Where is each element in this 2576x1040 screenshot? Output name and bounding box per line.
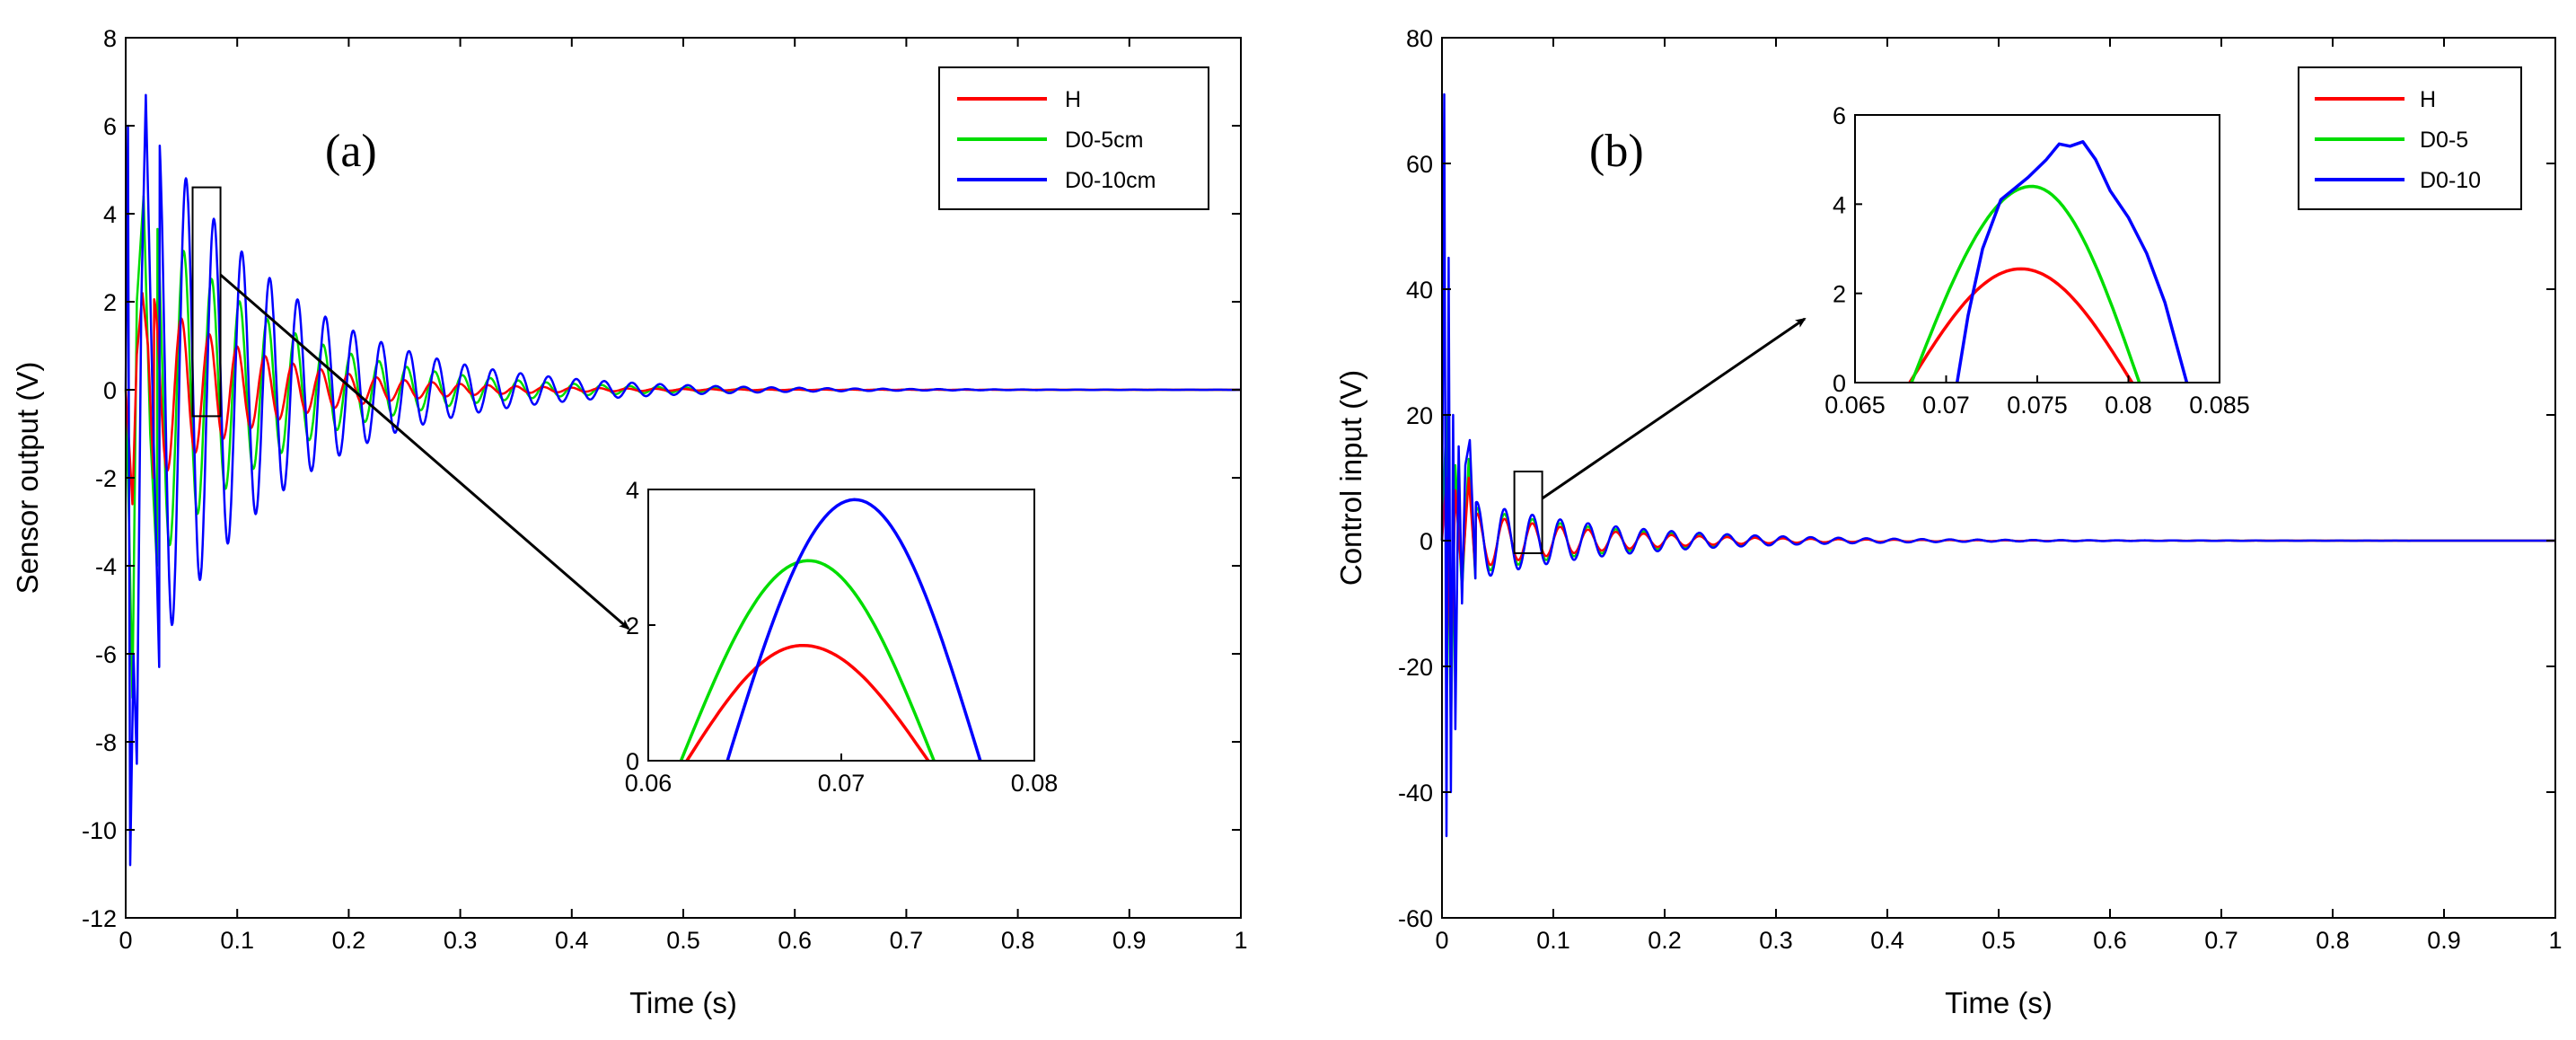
chart-b-inset-series-h — [1908, 267, 2134, 383]
chart-b-y-tick-label: -60 — [1398, 905, 1433, 932]
chart-b-zoom-box — [1513, 471, 1543, 554]
chart-a-x-tick-label: 0.6 — [778, 927, 812, 954]
chart-b-x-tick-label: 0 — [1435, 927, 1448, 954]
chart-a-inset-series — [679, 498, 982, 762]
chart-a-y-tick-label: 4 — [103, 201, 117, 228]
chart-a-y-tick-label: -10 — [82, 817, 117, 844]
chart-a-legend-label-d0-5cm: D0-5cm — [1065, 128, 1144, 153]
chart-b-legend: H D0-5 D0-10 — [2298, 66, 2522, 210]
chart-b-inset-ticks: 0.065 0.07 0.075 0.08 0.085 0 2 4 6 — [1824, 102, 2250, 419]
chart-b-inset-series — [1908, 140, 2189, 383]
chart-b-x-tick-label: 0.5 — [1982, 927, 2016, 954]
chart-b-inset-y-tick-label: 4 — [1833, 191, 1846, 218]
chart-b-inset-y-tick-label: 0 — [1833, 370, 1846, 397]
chart-b-inset: 0.065 0.07 0.075 0.08 0.085 0 2 4 6 — [1824, 102, 2250, 419]
chart-a-x-tick-label: 0.9 — [1112, 927, 1147, 954]
chart-a-zoom-box — [191, 186, 222, 418]
chart-b-inset-series-d0-10 — [1955, 140, 2189, 383]
chart-a-x-tick-label: 1 — [1234, 927, 1247, 954]
chart-a-inset-background — [648, 489, 1034, 761]
chart-b-zoom-arrow — [1541, 317, 1807, 500]
chart-a-x-tick-label: 0 — [119, 927, 132, 954]
chart-b-inset-x-tick-label: 0.065 — [1824, 392, 1886, 419]
chart-a-y-tick-label: 0 — [103, 377, 117, 404]
chart-b-inset-y-tick-label: 6 — [1833, 102, 1846, 129]
chart-a-legend-label-d0-10cm: D0-10cm — [1065, 168, 1156, 193]
chart-b-y-tick-label: -20 — [1398, 654, 1433, 681]
chart-b-inset-x-tick-label: 0.075 — [2007, 392, 2068, 419]
chart-a-ticks: 0 0.1 0.2 0.3 0.4 0.5 0.6 0.7 0.8 0.9 1 -12 -10 -8 -6 -… — [82, 25, 1248, 954]
chart-b-inset-y-tick-label: 2 — [1833, 281, 1846, 308]
chart-b-x-tick-label: 0.4 — [1870, 927, 1904, 954]
chart-a-inset-y-tick-label: 4 — [626, 477, 639, 504]
chart-b-x-tick-label: 0.1 — [1536, 927, 1570, 954]
chart-a-inset-y-tick-label: 0 — [626, 748, 639, 775]
chart-a-panel-label: (a) — [325, 126, 377, 177]
chart-a-inset-series-d0-10cm — [725, 498, 982, 762]
chart-a-series — [124, 93, 1242, 867]
chart-b-x-tick-label: 0.2 — [1648, 927, 1682, 954]
chart-a-legend-label-h: H — [1065, 87, 1081, 112]
chart-a-inset-ticks: 0.06 0.07 0.08 0 2 4 — [625, 477, 1059, 797]
chart-a-series-d0-10cm — [124, 93, 1242, 867]
chart-b-x-tick-label: 0.6 — [2093, 927, 2127, 954]
chart-b-inset-x-tick-label: 0.08 — [2105, 392, 2152, 419]
chart-a-inset-x-tick-label: 0.06 — [625, 770, 673, 797]
chart-a-x-tick-label: 0.7 — [890, 927, 924, 954]
chart-b-x-tick-label: 0.9 — [2427, 927, 2461, 954]
chart-b-legend-label-d0-5: D0-5 — [2420, 128, 2468, 153]
chart-a-inset-x-tick-label: 0.07 — [818, 770, 866, 797]
chart-a-legend: H D0-5cm D0-10cm — [938, 66, 1209, 210]
chart-b-x-axis-label: Time (s) — [1945, 986, 2053, 1019]
chart-a-x-tick-label: 0.3 — [444, 927, 478, 954]
chart-a-y-tick-label: -2 — [95, 465, 117, 492]
chart-a-inset-y-tick-label: 2 — [626, 613, 639, 639]
chart-b-y-tick-label: -40 — [1398, 780, 1433, 806]
chart-b-legend-label-d0-10: D0-10 — [2420, 168, 2481, 193]
chart-a-inset: 0.06 0.07 0.08 0 2 4 — [625, 477, 1059, 797]
chart-a-x-tick-label: 0.5 — [666, 927, 700, 954]
chart-a-y-tick-label: -6 — [95, 641, 117, 668]
chart-b-x-tick-label: 0.8 — [2316, 927, 2350, 954]
chart-a-x-tick-label: 0.1 — [220, 927, 254, 954]
chart-b-y-tick-label: 80 — [1406, 25, 1433, 52]
chart-b-y-tick-label: 0 — [1420, 528, 1433, 555]
chart-a-y-axis-label: Sensor output (V) — [11, 362, 44, 595]
chart-a-y-tick-label: -4 — [95, 553, 117, 580]
chart-b-y-tick-label: 40 — [1406, 277, 1433, 304]
chart-b-x-tick-label: 1 — [2548, 927, 2562, 954]
chart-b: 0 0.1 0.2 0.3 0.4 0.5 0.6 0.7 0.8 0.9 1 -60 -40 -20 0 2… — [1334, 25, 2563, 1019]
chart-a-inset-x-tick-label: 0.08 — [1011, 770, 1059, 797]
chart-b-panel-label: (b) — [1589, 126, 1644, 177]
chart-a-inset-series-h — [685, 643, 930, 762]
chart-b-y-tick-label: 60 — [1406, 151, 1433, 178]
chart-b-inset-background — [1855, 115, 2220, 383]
chart-b-y-tick-label: 20 — [1406, 402, 1433, 429]
chart-b-inset-x-tick-label: 0.085 — [2189, 392, 2250, 419]
chart-b-y-axis-label: Control input (V) — [1334, 370, 1367, 586]
chart-a-x-tick-label: 0.4 — [555, 927, 589, 954]
chart-a-zoom-arrow — [219, 273, 630, 630]
chart-a-y-tick-label: 8 — [103, 25, 117, 52]
chart-b-x-tick-label: 0.3 — [1759, 927, 1793, 954]
chart-b-x-tick-label: 0.7 — [2204, 927, 2238, 954]
chart-a: 0 0.1 0.2 0.3 0.4 0.5 0.6 0.7 0.8 0.9 1 -12 -10 -8 -6 -… — [11, 25, 1248, 1019]
chart-a-y-tick-label: -8 — [95, 729, 117, 756]
chart-a-y-tick-label: 2 — [103, 289, 117, 316]
chart-b-series-d0-10 — [1440, 93, 2556, 838]
chart-b-inset-series-d0-5 — [1910, 184, 2141, 383]
chart-a-x-tick-label: 0.2 — [332, 927, 366, 954]
chart-a-y-tick-label: 6 — [103, 113, 117, 140]
chart-b-inset-x-tick-label: 0.07 — [1922, 392, 1970, 419]
chart-a-x-tick-label: 0.8 — [1001, 927, 1035, 954]
chart-a-x-axis-label: Time (s) — [629, 986, 737, 1019]
chart-b-series — [1440, 93, 2556, 838]
chart-b-legend-label-h: H — [2420, 87, 2436, 112]
chart-a-y-tick-label: -12 — [82, 905, 117, 932]
chart-a-inset-series-d0-5cm — [679, 559, 936, 762]
chart-b-ticks: 0 0.1 0.2 0.3 0.4 0.5 0.6 0.7 0.8 0.9 1 -60 -40 -20 0 2… — [1398, 25, 2563, 954]
